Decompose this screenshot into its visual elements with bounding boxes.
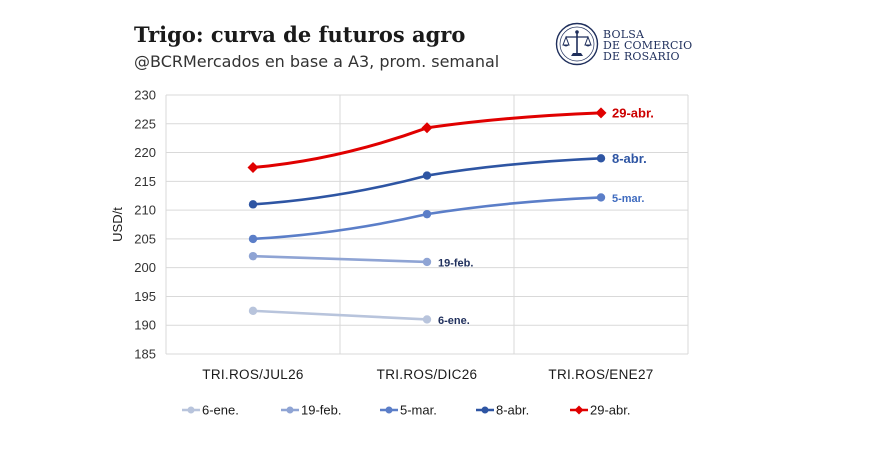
series-end-label: 5-mar. bbox=[612, 193, 644, 205]
scales-of-justice-emblem-icon bbox=[555, 22, 599, 66]
logo-line-2: DE COMERCIO bbox=[603, 39, 693, 52]
data-point-diamond bbox=[595, 107, 607, 119]
series-line-29-abr. bbox=[251, 111, 603, 170]
data-point bbox=[248, 200, 258, 209]
legend-label: 19-feb. bbox=[301, 403, 341, 418]
legend-marker bbox=[481, 406, 489, 414]
legend-marker-diamond bbox=[574, 405, 584, 415]
bcr-logo: BOLSA DE COMERCIO DE ROSARIO bbox=[555, 22, 695, 68]
legend-marker bbox=[385, 406, 393, 414]
data-point-diamond bbox=[247, 162, 259, 174]
x-tick-label: TRI.ROS/DIC26 bbox=[377, 367, 478, 382]
bcr-logo-text: BOLSA DE COMERCIO DE ROSARIO bbox=[603, 29, 692, 62]
chart-title: Trigo: curva de futuros agro bbox=[134, 22, 466, 47]
y-tick-label: 190 bbox=[134, 318, 156, 333]
x-tick-label: TRI.ROS/ENE27 bbox=[548, 367, 653, 382]
logo-line-3: DE ROSARIO bbox=[603, 50, 680, 63]
y-tick-label: 205 bbox=[134, 231, 156, 246]
data-point bbox=[422, 209, 432, 219]
data-point bbox=[248, 306, 258, 316]
data-point bbox=[422, 171, 432, 180]
x-tick-label: TRI.ROS/JUL26 bbox=[202, 367, 303, 382]
y-tick-label: 215 bbox=[134, 174, 156, 189]
legend-marker bbox=[187, 406, 195, 414]
series-end-label: 19-feb. bbox=[438, 257, 473, 269]
y-tick-label: 200 bbox=[134, 260, 156, 275]
logo-line-1: BOLSA bbox=[603, 28, 645, 41]
y-tick-label: 185 bbox=[134, 347, 156, 362]
data-point bbox=[422, 257, 432, 267]
data-point-diamond bbox=[421, 122, 433, 134]
chart-subtitle: @BCRMercados en base a A3, prom. semanal bbox=[134, 52, 500, 71]
y-tick-label: 225 bbox=[134, 116, 156, 131]
data-point bbox=[596, 154, 606, 163]
data-point bbox=[596, 193, 606, 202]
legend-label: 5-mar. bbox=[400, 403, 437, 418]
series-end-label: 8-abr. bbox=[612, 151, 647, 166]
data-point bbox=[422, 315, 432, 324]
series-end-label: 6-ene. bbox=[438, 315, 470, 327]
data-point bbox=[248, 234, 258, 244]
legend-label: 6-ene. bbox=[202, 403, 239, 418]
y-tick-label: 220 bbox=[134, 145, 156, 160]
data-point bbox=[248, 251, 258, 261]
legend-marker bbox=[286, 406, 294, 414]
y-tick-label: 195 bbox=[134, 289, 156, 304]
legend-label: 8-abr. bbox=[496, 403, 529, 418]
legend-label: 29-abr. bbox=[590, 403, 630, 418]
series-line-6-ene. bbox=[251, 309, 429, 321]
y-tick-label: 230 bbox=[134, 88, 156, 103]
y-tick-label: 210 bbox=[134, 203, 156, 218]
y-axis-label: USD/t bbox=[110, 207, 125, 242]
series-line-19-feb. bbox=[251, 254, 429, 264]
series-end-label: 29-abr. bbox=[612, 105, 654, 120]
